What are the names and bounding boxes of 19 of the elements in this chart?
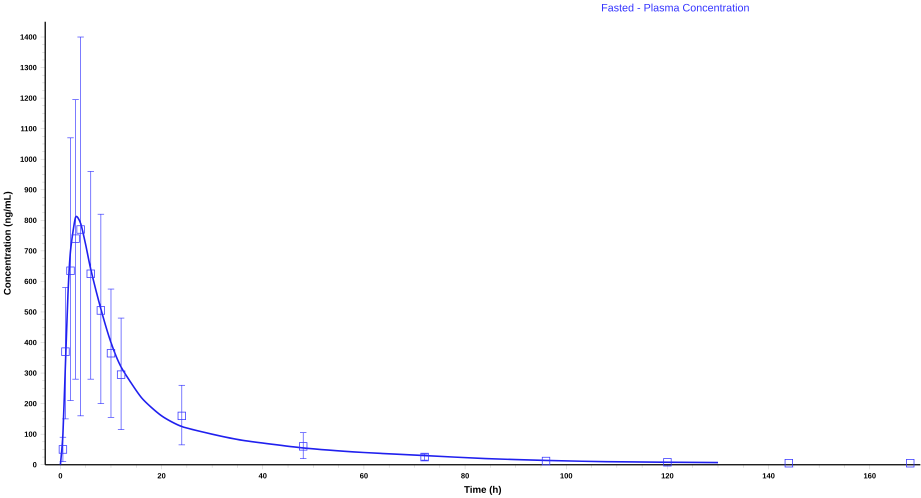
point — [96, 306, 106, 314]
point — [299, 442, 308, 450]
line-series — [60, 216, 719, 466]
point — [66, 266, 75, 275]
point — [86, 269, 95, 278]
point — [116, 370, 126, 379]
point — [784, 458, 793, 468]
point — [61, 347, 70, 356]
point — [542, 456, 550, 465]
point — [76, 225, 85, 234]
point — [178, 411, 186, 420]
point — [71, 234, 80, 243]
y-axis-title: Concentration (ng/mL) — [4, 192, 13, 295]
point — [106, 348, 116, 358]
point — [58, 445, 68, 454]
x-axis-title: Time (h) — [464, 486, 502, 495]
point — [906, 458, 914, 468]
point — [663, 458, 672, 466]
chart-title: Fasted - Plasma Concentration — [602, 3, 749, 12]
